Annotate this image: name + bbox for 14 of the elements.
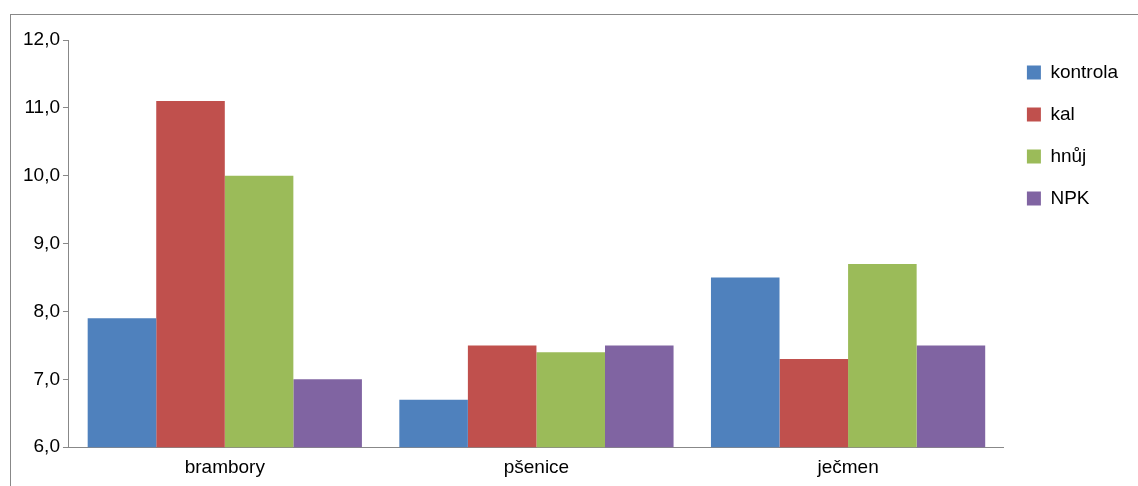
- y-tick-label: 10,0: [23, 163, 60, 185]
- legend-label: NPK: [1050, 186, 1090, 208]
- y-tick-label: 7,0: [33, 367, 60, 389]
- y-tick-label: 12,0: [23, 28, 60, 50]
- y-tick-label: 9,0: [33, 231, 60, 253]
- legend-label: kal: [1050, 102, 1075, 124]
- legend-label: hnůj: [1050, 144, 1087, 166]
- legend-label: kontrola: [1050, 60, 1119, 82]
- x-tick-label: brambory: [184, 455, 266, 477]
- x-tick-label: pšenice: [503, 455, 570, 477]
- x-tick-label: ječmen: [816, 455, 879, 477]
- y-tick-label: 11,0: [24, 96, 60, 118]
- y-tick-label: 6,0: [33, 435, 60, 457]
- y-tick-label: 8,0: [33, 299, 60, 321]
